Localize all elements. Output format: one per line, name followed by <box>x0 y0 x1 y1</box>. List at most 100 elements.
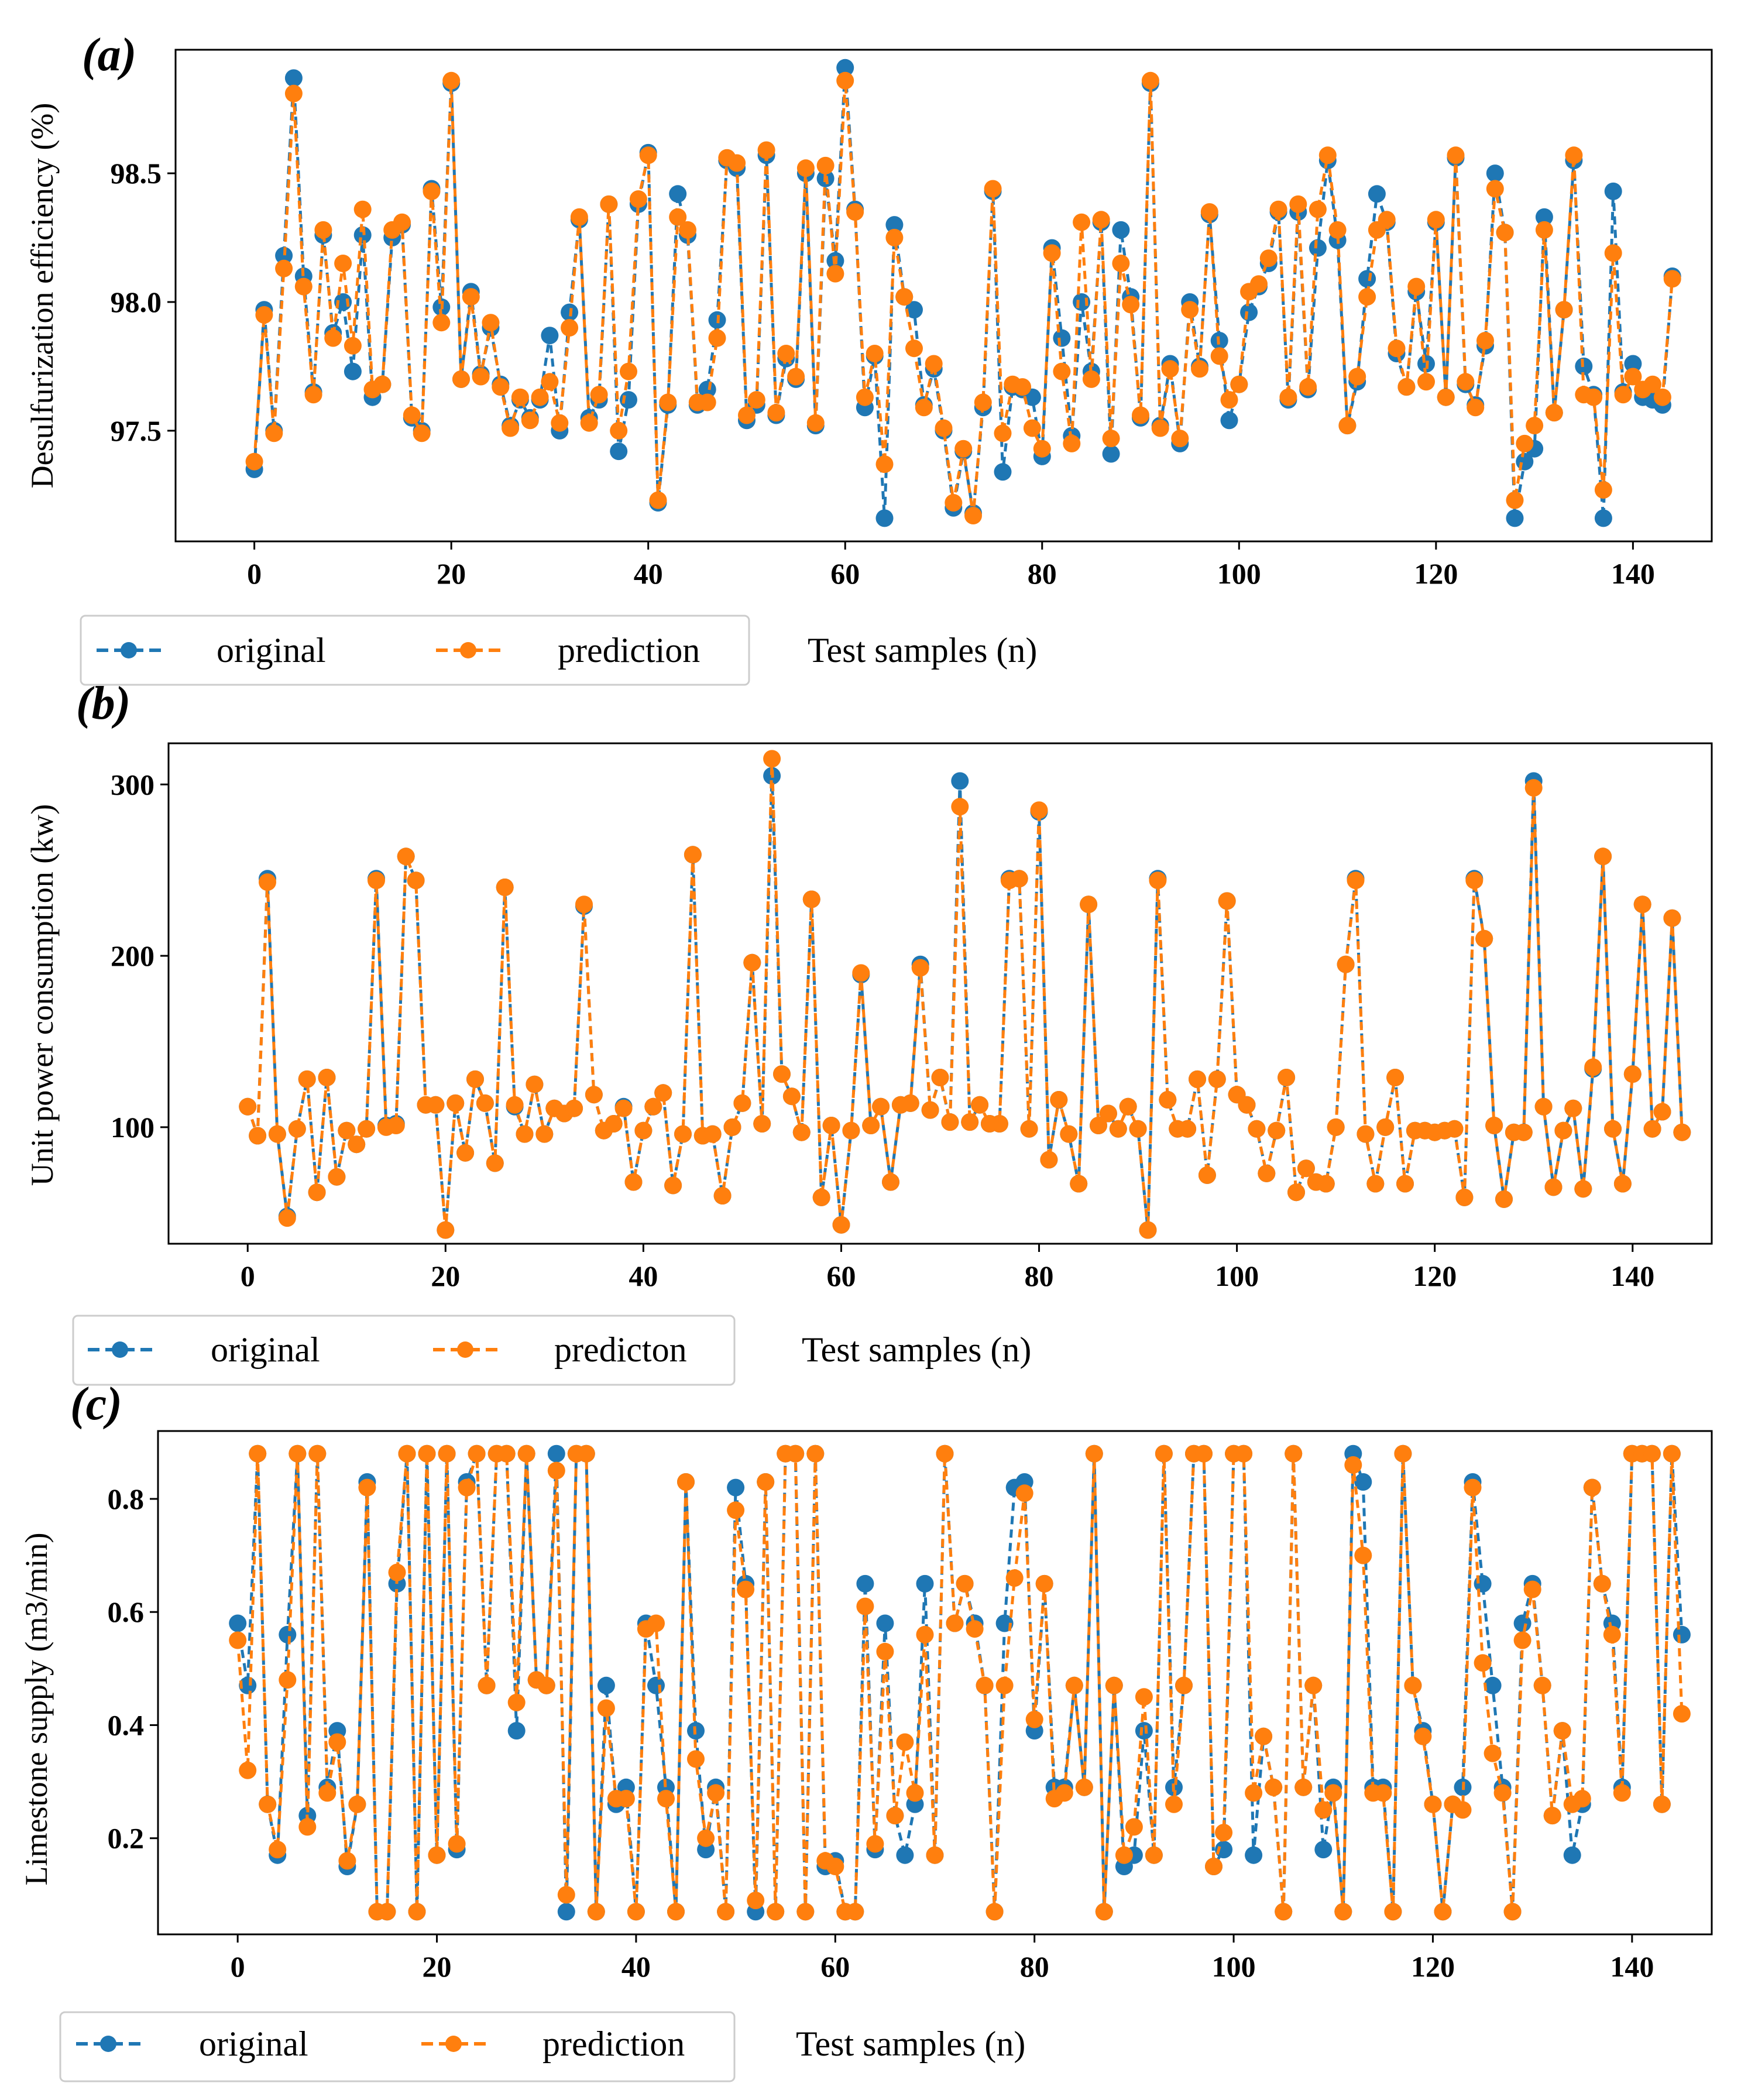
data-point-prediction <box>896 1733 914 1751</box>
data-point-original <box>836 59 854 77</box>
data-point-prediction <box>502 419 520 437</box>
data-point-original <box>1535 208 1553 226</box>
data-point-original <box>698 380 716 399</box>
data-point-prediction <box>1555 301 1573 319</box>
data-point-original <box>896 1846 914 1864</box>
data-point-prediction <box>358 1120 376 1138</box>
data-point-prediction <box>976 1676 994 1694</box>
data-point-prediction <box>1424 1795 1442 1813</box>
data-point-prediction <box>590 386 608 404</box>
data-point-prediction <box>472 368 490 386</box>
data-point-prediction <box>1102 430 1120 448</box>
data-point-prediction <box>921 1101 939 1119</box>
data-point-prediction <box>284 84 303 102</box>
data-point-prediction <box>1035 1574 1053 1593</box>
data-point-prediction <box>657 1790 675 1808</box>
data-point-prediction <box>1614 386 1632 404</box>
data-point-prediction <box>239 1097 257 1116</box>
data-point-prediction <box>1060 1125 1078 1143</box>
legend-original-marker <box>100 2036 116 2052</box>
data-point-prediction <box>448 1835 466 1853</box>
data-point-prediction <box>1358 288 1376 306</box>
data-point-prediction <box>1063 434 1081 452</box>
data-point-prediction <box>961 1113 979 1131</box>
data-point-prediction <box>547 1461 565 1480</box>
data-point-prediction <box>511 388 529 406</box>
panel-b-legend: original predicton <box>72 1315 736 1386</box>
data-point-prediction <box>1265 1778 1283 1796</box>
data-point-prediction <box>517 1444 535 1463</box>
data-point-prediction <box>1653 1103 1671 1121</box>
data-point-prediction <box>971 1096 989 1114</box>
data-point-prediction <box>516 1125 534 1143</box>
data-point-prediction <box>1269 200 1287 218</box>
data-point-prediction <box>931 1069 949 1086</box>
data-point-prediction <box>882 1173 899 1191</box>
data-point-prediction <box>1208 1070 1226 1088</box>
data-point-prediction <box>1151 419 1169 437</box>
data-point-prediction <box>387 1117 405 1134</box>
data-point-prediction <box>1033 440 1051 458</box>
x-tick-label: 60 <box>820 1950 850 1983</box>
data-point-original <box>876 1614 894 1632</box>
data-point-prediction <box>279 1671 297 1689</box>
data-point-prediction <box>886 1807 904 1825</box>
data-point-prediction <box>437 1221 455 1239</box>
data-point-prediction <box>946 1614 964 1632</box>
data-point-prediction <box>1218 892 1236 910</box>
data-point-prediction <box>1366 1175 1385 1193</box>
data-point-prediction <box>1268 1121 1286 1140</box>
panel-b-legend-prediction-label: predicton <box>554 1330 687 1369</box>
data-point-prediction <box>1457 373 1475 391</box>
data-point-prediction <box>1388 339 1406 358</box>
data-point-original <box>1506 509 1524 527</box>
data-point-prediction <box>1643 1120 1661 1138</box>
plot-frame <box>174 49 1713 543</box>
y-tick-label: 0.6 <box>108 1595 145 1628</box>
data-point-prediction <box>1564 1099 1582 1117</box>
data-point-prediction <box>294 277 313 296</box>
data-point-prediction <box>1357 1125 1375 1143</box>
data-point-prediction <box>318 1069 336 1086</box>
data-point-prediction <box>427 1096 445 1114</box>
data-point-prediction <box>684 846 702 864</box>
data-point-prediction <box>1328 221 1347 239</box>
data-point-prediction <box>1040 1151 1058 1169</box>
data-point-prediction <box>985 1903 1004 1921</box>
data-point-prediction <box>1486 180 1504 198</box>
data-point-prediction <box>447 1094 465 1112</box>
data-point-prediction <box>577 1444 595 1463</box>
data-point-prediction <box>318 1784 336 1802</box>
data-point-prediction <box>565 1099 583 1117</box>
data-point-prediction <box>1533 1676 1551 1694</box>
data-point-prediction <box>1050 1091 1068 1109</box>
data-point-prediction <box>531 388 549 406</box>
x-tick-label: 40 <box>634 557 663 590</box>
data-point-prediction <box>298 1818 317 1836</box>
data-point-prediction <box>1304 1676 1323 1694</box>
data-point-prediction <box>1135 1688 1153 1706</box>
data-point-prediction <box>757 1473 775 1491</box>
data-point-prediction <box>1354 1546 1372 1564</box>
data-point-prediction <box>348 1135 366 1154</box>
data-point-prediction <box>1014 378 1032 396</box>
data-point-prediction <box>792 1123 811 1141</box>
data-point-prediction <box>1278 1069 1296 1086</box>
data-point-prediction <box>1594 847 1612 866</box>
data-point-prediction <box>358 1478 376 1497</box>
data-point-prediction <box>856 388 874 406</box>
data-point-original <box>1594 509 1612 527</box>
data-point-prediction <box>1198 1166 1216 1184</box>
data-point-prediction <box>575 895 593 914</box>
data-point-prediction <box>328 1168 346 1186</box>
panel-a-label: (a) <box>82 29 136 81</box>
data-point-original <box>727 1478 745 1497</box>
data-point-prediction <box>1394 1444 1412 1463</box>
legend-prediction-marker <box>457 1341 473 1358</box>
data-point-prediction <box>782 1087 801 1106</box>
data-point-prediction <box>1604 1120 1622 1138</box>
panel-c-legend-prediction: prediction <box>421 2024 685 2063</box>
data-point-prediction <box>605 1115 623 1133</box>
data-point-prediction <box>767 404 785 422</box>
